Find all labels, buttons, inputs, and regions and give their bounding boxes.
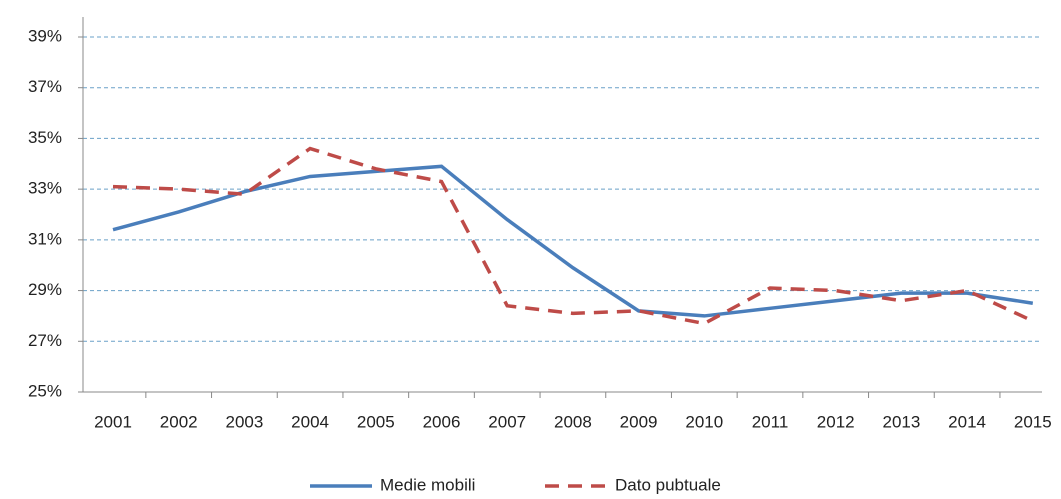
x-tick-label: 2009 <box>620 412 658 431</box>
y-tick-label: 31% <box>28 229 62 248</box>
x-tick-label: 2001 <box>94 412 132 431</box>
x-tick-label: 2006 <box>423 412 461 431</box>
x-tick-label: 2008 <box>554 412 592 431</box>
y-tick-label: 29% <box>28 280 62 299</box>
y-tick-label: 39% <box>28 26 62 45</box>
x-tick-label: 2002 <box>160 412 198 431</box>
y-tick-label: 25% <box>28 381 62 400</box>
x-tick-label: 2014 <box>948 412 986 431</box>
x-tick-label: 2003 <box>225 412 263 431</box>
series-line <box>112 164 1034 318</box>
x-tick-label: 2010 <box>685 412 723 431</box>
x-tick-label: 2013 <box>882 412 920 431</box>
legend-label: Dato pubtuale <box>615 475 721 494</box>
x-tick-label: 2007 <box>488 412 526 431</box>
y-tick-label: 35% <box>28 128 62 147</box>
x-tick-label: 2004 <box>291 412 329 431</box>
series-line <box>112 146 1034 326</box>
legend-label: Medie mobili <box>380 475 475 494</box>
x-tick-label: 2012 <box>817 412 855 431</box>
y-tick-label: 27% <box>28 331 62 350</box>
x-tick-label: 2011 <box>752 412 789 431</box>
x-tick-label: 2005 <box>357 412 395 431</box>
y-tick-label: 37% <box>28 77 62 96</box>
y-tick-label: 33% <box>28 179 62 198</box>
x-tick-label: 2015 <box>1014 412 1052 431</box>
